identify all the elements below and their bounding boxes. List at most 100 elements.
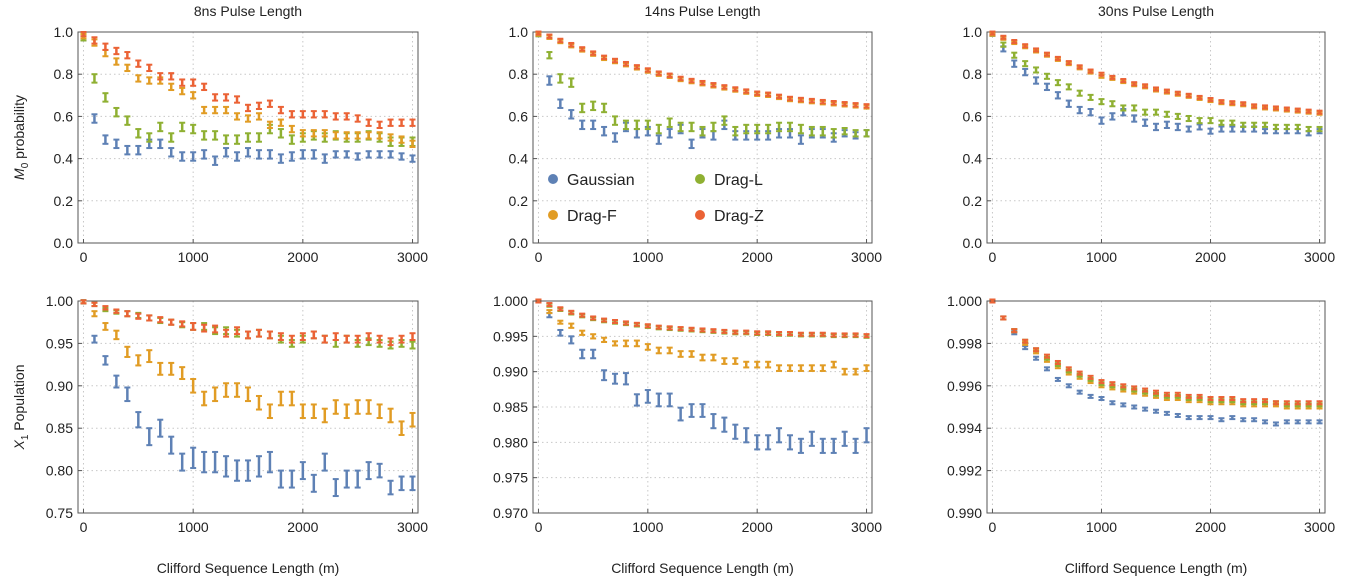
data-point	[91, 73, 98, 84]
data-point	[299, 403, 306, 420]
data-point	[568, 41, 575, 48]
x-tick-label: 2000	[1195, 249, 1226, 265]
data-point	[655, 324, 662, 330]
data-point	[863, 333, 870, 339]
data-point	[113, 106, 120, 118]
y-tick-label: 0.985	[493, 399, 528, 415]
data-point	[579, 312, 586, 318]
data-point	[288, 390, 295, 407]
data-point	[1131, 385, 1138, 391]
data-point	[1000, 315, 1007, 321]
data-point	[223, 455, 230, 478]
data-point	[841, 332, 848, 338]
data-point	[1218, 99, 1225, 105]
data-point	[365, 118, 372, 127]
data-point	[590, 119, 597, 131]
data-point	[710, 328, 717, 334]
data-point	[1218, 125, 1225, 133]
data-point	[1207, 415, 1214, 421]
data-point	[721, 84, 728, 90]
x-tick-label: 0	[989, 519, 997, 535]
data-point	[721, 416, 728, 433]
data-point	[190, 78, 197, 87]
data-point	[223, 134, 230, 145]
data-point	[124, 144, 131, 156]
data-point	[1033, 347, 1040, 353]
data-point	[387, 118, 394, 127]
data-point	[212, 93, 219, 102]
data-point	[721, 328, 728, 334]
data-point	[321, 129, 328, 138]
data-point	[332, 478, 339, 498]
series-drag-f	[80, 33, 416, 148]
data-point	[343, 469, 350, 489]
x-tick-label: 2000	[1195, 519, 1226, 535]
data-point	[1054, 91, 1061, 100]
data-point	[677, 121, 684, 133]
data-point	[80, 31, 87, 38]
data-point	[710, 413, 717, 430]
data-point	[1087, 374, 1094, 380]
series-drag-l	[535, 31, 870, 139]
plot-frame	[77, 300, 419, 514]
panel-title: 30ns Pulse Length	[1098, 3, 1214, 19]
data-point	[277, 153, 284, 164]
data-point	[776, 331, 783, 337]
data-point	[579, 119, 586, 131]
data-point	[201, 82, 208, 92]
x-axis-label: Clifford Sequence Length (m)	[1065, 560, 1248, 576]
data-point	[343, 150, 350, 159]
y-tick-label: 1.0	[963, 24, 983, 40]
data-point	[179, 121, 186, 133]
panel-0: 0 1000 2000 3000 0.0 0.2 0.4 0.6 0.8 1.0 8ns Pulse…	[11, 3, 428, 265]
series-drag-z	[535, 298, 870, 339]
series-drag-l	[80, 299, 416, 350]
x-tick-label: 1000	[632, 519, 663, 535]
data-point	[409, 154, 416, 163]
data-point	[666, 117, 673, 128]
data-point	[1251, 103, 1258, 109]
data-point	[808, 430, 815, 447]
panel-2: 0 1000 2000 3000 0.0 0.2 0.4 0.6 0.8 1.0 30ns Puls…	[963, 3, 1336, 265]
data-point	[1218, 396, 1225, 402]
panel-title: 8ns Pulse Length	[194, 3, 302, 19]
data-point	[376, 334, 383, 344]
y-tick-label: 1.00	[46, 293, 73, 309]
data-point	[1272, 400, 1279, 406]
data-point	[310, 149, 317, 160]
data-point	[310, 110, 317, 119]
legend-label: Gaussian	[567, 172, 635, 189]
data-point	[1262, 121, 1269, 128]
data-point	[310, 330, 317, 340]
series-drag-z	[989, 298, 1323, 406]
data-point	[179, 452, 186, 472]
data-point	[255, 455, 262, 478]
x-tick-label: 3000	[851, 519, 882, 535]
data-point	[1272, 421, 1279, 427]
data-point	[568, 335, 575, 345]
data-point	[1272, 105, 1279, 111]
data-point	[332, 150, 339, 159]
data-point	[732, 86, 739, 92]
data-point	[1000, 34, 1007, 40]
data-point	[754, 90, 761, 96]
data-point	[1316, 125, 1323, 133]
data-point	[688, 138, 695, 150]
data-point	[808, 364, 815, 372]
data-point	[776, 427, 783, 444]
data-point	[1065, 60, 1072, 66]
data-point	[234, 382, 241, 398]
data-point	[743, 427, 750, 444]
data-point	[1163, 120, 1170, 130]
data-point	[277, 128, 284, 139]
data-point	[1131, 104, 1138, 112]
data-point	[376, 462, 383, 479]
data-point	[568, 309, 575, 315]
data-point	[754, 360, 761, 369]
data-point	[633, 339, 640, 348]
y-tick-label: 0.0	[54, 235, 74, 251]
data-point	[1153, 408, 1159, 414]
data-point	[255, 328, 262, 338]
data-point	[644, 67, 651, 73]
